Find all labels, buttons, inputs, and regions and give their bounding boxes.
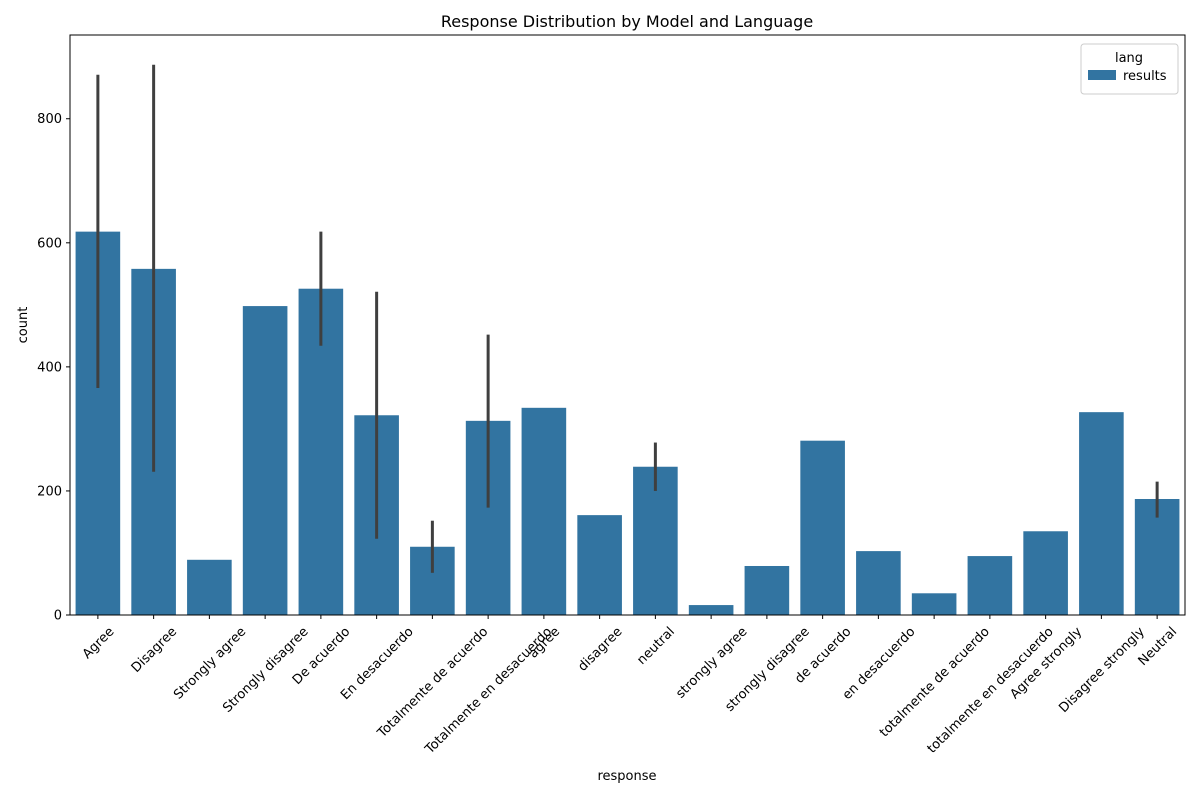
- y-tick-label: 400: [37, 360, 62, 375]
- x-axis-label: response: [597, 769, 656, 784]
- bar-3: [242, 306, 288, 615]
- bars-layer: [75, 231, 1180, 615]
- y-tick-label: 800: [37, 112, 62, 127]
- bar-12: [744, 565, 790, 615]
- y-tick-label: 0: [54, 609, 62, 624]
- bar-8: [521, 407, 567, 615]
- legend-label-results: results: [1123, 69, 1167, 84]
- bar-2: [187, 559, 232, 615]
- y-axis: 0 200 400 600 800: [37, 112, 70, 624]
- legend-box: [1080, 43, 1179, 95]
- bar-19: [1134, 499, 1180, 615]
- y-axis-label: count: [16, 307, 31, 344]
- bar-11: [688, 605, 734, 615]
- error-bars-layer: [96, 64, 1159, 573]
- chart-title: Response Distribution by Model and Langu…: [441, 12, 813, 31]
- bar-17: [1023, 531, 1068, 615]
- bar-15: [911, 593, 957, 615]
- bar-10: [633, 466, 678, 615]
- y-tick-label: 200: [37, 484, 62, 499]
- legend-swatch-results: [1088, 70, 1116, 80]
- legend-title: lang: [1115, 51, 1143, 66]
- legend: lang results: [1080, 43, 1179, 95]
- bar-13: [800, 440, 845, 615]
- bar-14: [856, 551, 901, 615]
- bar-16: [967, 556, 1013, 615]
- y-tick-label: 600: [37, 236, 62, 251]
- bar-18: [1079, 412, 1124, 615]
- bar-9: [577, 515, 622, 615]
- plot-frame: [69, 34, 1186, 616]
